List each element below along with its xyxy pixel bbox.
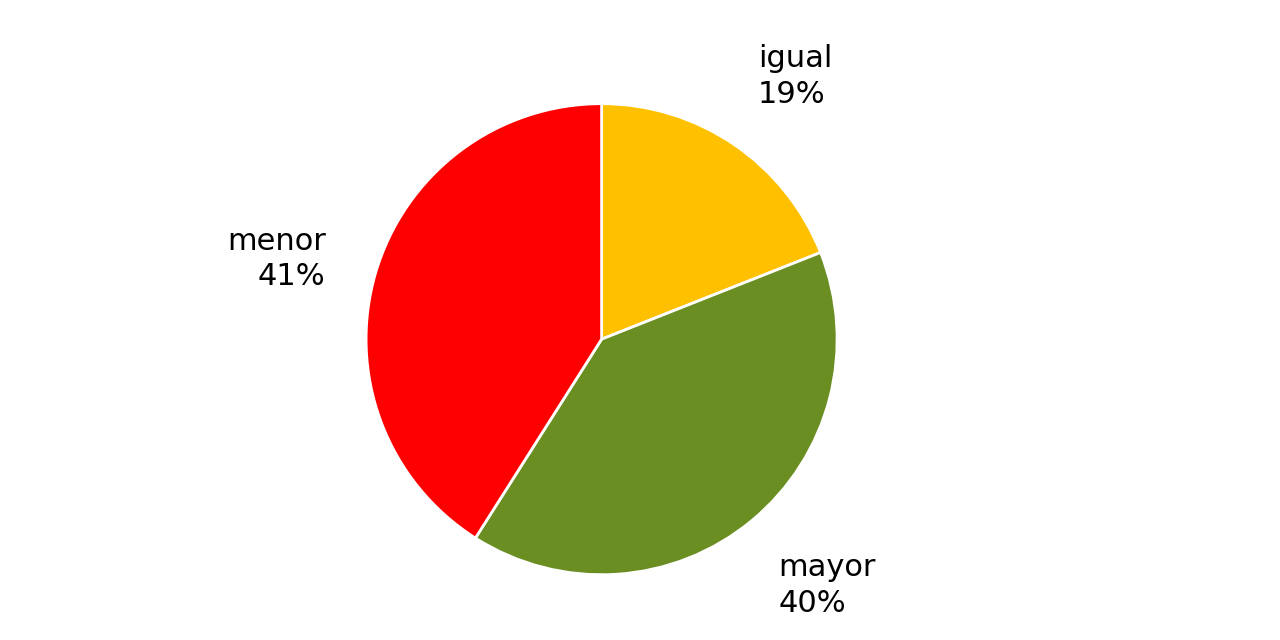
Wedge shape bbox=[602, 104, 820, 339]
Text: mayor
40%: mayor 40% bbox=[778, 554, 877, 618]
Wedge shape bbox=[366, 104, 602, 538]
Text: menor
41%: menor 41% bbox=[227, 227, 325, 291]
Wedge shape bbox=[475, 253, 837, 575]
Text: igual
19%: igual 19% bbox=[758, 44, 832, 109]
